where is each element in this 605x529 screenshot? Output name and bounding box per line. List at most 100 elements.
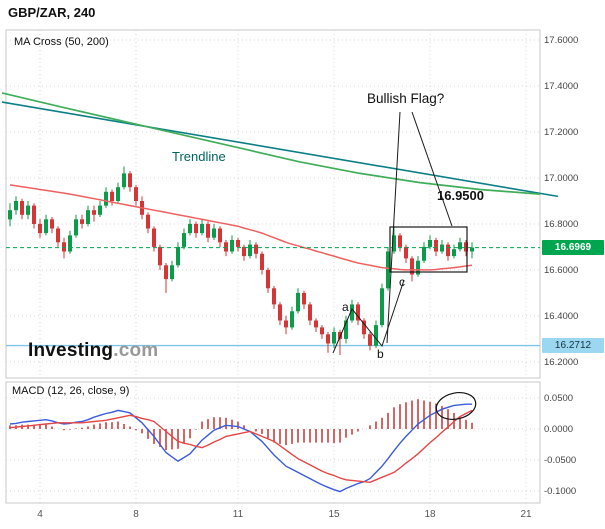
- price-axis-label: 16.2000: [544, 357, 578, 368]
- candle-body: [416, 260, 420, 275]
- candle-body: [374, 325, 378, 346]
- candle-body: [392, 235, 396, 252]
- candle-body: [470, 247, 474, 252]
- candle-body: [410, 258, 414, 275]
- candle-body: [212, 228, 216, 238]
- time-axis-label: 8: [133, 509, 139, 520]
- macd-line: [9, 403, 472, 493]
- trendline-annotation-label: Trendline: [172, 149, 226, 164]
- candle-body: [206, 223, 210, 238]
- candle-body: [464, 242, 468, 252]
- candle-body: [44, 219, 48, 234]
- candle-body: [308, 304, 312, 321]
- bullish-flag-annotation-label: Bullish Flag?: [367, 91, 445, 106]
- candle-body: [32, 205, 36, 224]
- drawn-trendline: [1, 101, 559, 198]
- candle-body: [326, 334, 330, 344]
- candle-body: [50, 219, 54, 229]
- candle-body: [314, 320, 318, 328]
- candle-body: [128, 173, 132, 188]
- candle-body: [164, 265, 168, 280]
- macd-panel-border: [5, 381, 541, 504]
- candle-body: [122, 173, 126, 188]
- candle-body: [224, 242, 228, 252]
- candle-body: [332, 332, 336, 344]
- candle-body: [386, 251, 390, 289]
- candle-body: [260, 253, 264, 270]
- candle-body: [146, 214, 150, 229]
- price-axis-label: 17.0000: [544, 173, 578, 184]
- candle-body: [296, 292, 300, 312]
- macd-axis-label: -0.0500: [544, 455, 576, 466]
- candle-body: [170, 265, 174, 280]
- candle-body: [446, 244, 450, 257]
- price-axis-label: 16.8000: [544, 219, 578, 230]
- candle-body: [320, 327, 324, 335]
- candle-body: [434, 240, 438, 252]
- candle-body: [62, 242, 66, 252]
- price-axis-label: 16.4000: [544, 311, 578, 322]
- macd-axis-label: -0.1000: [544, 486, 576, 497]
- ma-cross-indicator-label: MA Cross (50, 200): [14, 36, 109, 48]
- candle-body: [98, 205, 102, 215]
- candle-body: [68, 235, 72, 252]
- candle-body: [248, 244, 252, 257]
- support-price-badge: 16.2712: [542, 338, 604, 353]
- wave-label-b: b: [377, 347, 384, 361]
- candle-body: [194, 223, 198, 234]
- macd-circle-annotation: [435, 392, 477, 420]
- candle-body: [452, 249, 456, 257]
- candle-body: [404, 246, 408, 259]
- candle-body: [290, 311, 294, 328]
- wave-label-c: c: [399, 275, 405, 289]
- candle-body: [14, 201, 18, 211]
- candle-body: [8, 210, 12, 220]
- candle-body: [110, 191, 114, 201]
- candle-body: [458, 242, 462, 250]
- candle-body: [242, 246, 246, 257]
- candle-body: [278, 304, 282, 321]
- macd-histogram: [9, 399, 473, 451]
- candle-body: [80, 219, 84, 224]
- candle-body: [56, 228, 60, 243]
- symbol-title: GBP/ZAR, 240: [8, 5, 96, 20]
- candle-body: [176, 246, 180, 266]
- macd-indicator-label: MACD (12, 26, close, 9): [12, 385, 130, 397]
- candle-body: [116, 187, 120, 201]
- candle-body: [272, 288, 276, 305]
- wave-label-a: a: [342, 300, 349, 314]
- price-axis-label: 17.6000: [544, 35, 578, 46]
- flag-pointer-line: [411, 111, 453, 227]
- candle-body: [368, 334, 372, 346]
- macd-axis-label: 0.0500: [544, 393, 573, 404]
- price-target-label: 16.9500: [437, 188, 484, 203]
- candle-body: [200, 223, 204, 234]
- candle-body: [422, 246, 426, 261]
- candle-body: [104, 191, 108, 206]
- macd-axis-label: 0.0000: [544, 424, 573, 435]
- candle-body: [74, 219, 78, 236]
- candle-body: [158, 246, 162, 266]
- price-axis-label: 16.6000: [544, 265, 578, 276]
- abc-wave-line: [332, 279, 405, 354]
- candle-body: [182, 233, 186, 247]
- candle-body: [302, 292, 306, 305]
- time-axis-label: 18: [424, 509, 436, 520]
- time-axis-label: 4: [37, 509, 43, 520]
- time-axis-label: 11: [233, 509, 244, 520]
- candle-body: [338, 332, 342, 339]
- macd-signal-line: [9, 409, 473, 484]
- price-panel-border: [5, 29, 541, 379]
- candle-body: [254, 244, 258, 254]
- candle-body: [152, 228, 156, 247]
- candle-body: [92, 210, 96, 215]
- candle-body: [26, 205, 30, 215]
- price-axis-label: 17.4000: [544, 81, 578, 92]
- time-axis-label: 15: [328, 509, 340, 520]
- ma50-line: [9, 184, 473, 271]
- candle-body: [284, 320, 288, 328]
- time-axis-label: 21: [520, 509, 532, 520]
- candle-body: [86, 210, 90, 224]
- candle-body: [344, 320, 348, 339]
